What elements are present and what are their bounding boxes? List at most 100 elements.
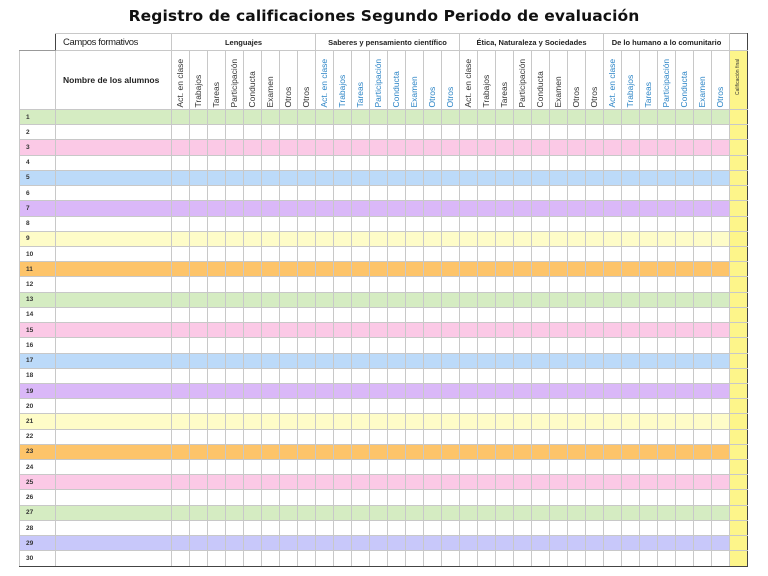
grade-cell[interactable] bbox=[279, 489, 298, 506]
grade-cell[interactable] bbox=[297, 382, 316, 400]
grade-cell[interactable] bbox=[693, 322, 712, 339]
grade-cell[interactable] bbox=[171, 291, 190, 308]
grade-cell[interactable] bbox=[477, 200, 496, 217]
grade-cell[interactable] bbox=[369, 185, 388, 202]
student-name-cell[interactable] bbox=[55, 200, 172, 217]
grade-cell[interactable] bbox=[657, 504, 676, 521]
grade-cell[interactable] bbox=[513, 550, 532, 567]
grade-cell[interactable] bbox=[567, 535, 586, 552]
grade-cell[interactable] bbox=[189, 428, 208, 445]
grade-cell[interactable] bbox=[387, 215, 406, 232]
grade-cell[interactable] bbox=[315, 398, 334, 415]
grade-cell[interactable] bbox=[333, 382, 352, 400]
grade-cell[interactable] bbox=[657, 291, 676, 308]
grade-cell[interactable] bbox=[675, 124, 694, 141]
grade-cell[interactable] bbox=[315, 261, 334, 278]
grade-cell[interactable] bbox=[387, 504, 406, 521]
grade-cell[interactable] bbox=[513, 535, 532, 552]
grade-cell[interactable] bbox=[369, 504, 388, 521]
grade-cell[interactable] bbox=[279, 428, 298, 445]
grade-cell[interactable] bbox=[243, 489, 262, 506]
grade-cell[interactable] bbox=[243, 443, 262, 461]
student-name-cell[interactable] bbox=[55, 291, 172, 308]
grade-cell[interactable] bbox=[315, 428, 334, 445]
grade-cell[interactable] bbox=[261, 474, 280, 491]
grade-cell[interactable] bbox=[207, 169, 226, 187]
grade-cell[interactable] bbox=[675, 504, 694, 521]
final-grade-cell[interactable] bbox=[729, 124, 748, 141]
grade-cell[interactable] bbox=[621, 459, 640, 476]
grade-cell[interactable] bbox=[207, 261, 226, 278]
grade-cell[interactable] bbox=[441, 337, 460, 354]
grade-cell[interactable] bbox=[423, 124, 442, 141]
grade-cell[interactable] bbox=[351, 519, 370, 537]
grade-cell[interactable] bbox=[459, 276, 478, 293]
grade-cell[interactable] bbox=[315, 230, 334, 247]
grade-cell[interactable] bbox=[693, 108, 712, 126]
grade-cell[interactable] bbox=[603, 459, 622, 476]
grade-cell[interactable] bbox=[189, 108, 208, 126]
grade-cell[interactable] bbox=[351, 245, 370, 263]
grade-cell[interactable] bbox=[243, 398, 262, 415]
grade-cell[interactable] bbox=[261, 413, 280, 430]
grade-cell[interactable] bbox=[441, 550, 460, 567]
grade-cell[interactable] bbox=[657, 519, 676, 537]
grade-cell[interactable] bbox=[567, 124, 586, 141]
grade-cell[interactable] bbox=[513, 245, 532, 263]
grade-cell[interactable] bbox=[405, 108, 424, 126]
grade-cell[interactable] bbox=[477, 322, 496, 339]
grade-cell[interactable] bbox=[549, 306, 568, 324]
grade-cell[interactable] bbox=[225, 291, 244, 308]
grade-cell[interactable] bbox=[495, 535, 514, 552]
grade-cell[interactable] bbox=[711, 352, 730, 369]
grade-cell[interactable] bbox=[621, 535, 640, 552]
grade-cell[interactable] bbox=[315, 367, 334, 384]
grade-cell[interactable] bbox=[387, 535, 406, 552]
grade-cell[interactable] bbox=[243, 519, 262, 537]
grade-cell[interactable] bbox=[585, 352, 604, 369]
grade-cell[interactable] bbox=[477, 139, 496, 156]
grade-cell[interactable] bbox=[351, 169, 370, 187]
grade-cell[interactable] bbox=[639, 291, 658, 308]
grade-cell[interactable] bbox=[351, 535, 370, 552]
grade-cell[interactable] bbox=[495, 261, 514, 278]
grade-cell[interactable] bbox=[315, 139, 334, 156]
grade-cell[interactable] bbox=[531, 139, 550, 156]
grade-cell[interactable] bbox=[405, 154, 424, 171]
grade-cell[interactable] bbox=[207, 215, 226, 232]
grade-cell[interactable] bbox=[279, 398, 298, 415]
grade-cell[interactable] bbox=[711, 504, 730, 521]
grade-cell[interactable] bbox=[171, 276, 190, 293]
grade-cell[interactable] bbox=[567, 428, 586, 445]
grade-cell[interactable] bbox=[189, 139, 208, 156]
grade-cell[interactable] bbox=[567, 245, 586, 263]
grade-cell[interactable] bbox=[585, 489, 604, 506]
grade-cell[interactable] bbox=[711, 276, 730, 293]
grade-cell[interactable] bbox=[459, 489, 478, 506]
grade-cell[interactable] bbox=[333, 261, 352, 278]
grade-cell[interactable] bbox=[171, 443, 190, 461]
grade-cell[interactable] bbox=[585, 169, 604, 187]
grade-cell[interactable] bbox=[657, 459, 676, 476]
grade-cell[interactable] bbox=[387, 443, 406, 461]
grade-cell[interactable] bbox=[369, 550, 388, 567]
grade-cell[interactable] bbox=[243, 459, 262, 476]
grade-cell[interactable] bbox=[225, 489, 244, 506]
grade-cell[interactable] bbox=[459, 261, 478, 278]
grade-cell[interactable] bbox=[261, 306, 280, 324]
grade-cell[interactable] bbox=[225, 504, 244, 521]
grade-cell[interactable] bbox=[711, 459, 730, 476]
grade-cell[interactable] bbox=[513, 428, 532, 445]
grade-cell[interactable] bbox=[621, 550, 640, 567]
grade-cell[interactable] bbox=[657, 139, 676, 156]
grade-cell[interactable] bbox=[297, 169, 316, 187]
grade-cell[interactable] bbox=[423, 291, 442, 308]
grade-cell[interactable] bbox=[603, 139, 622, 156]
grade-cell[interactable] bbox=[315, 459, 334, 476]
grade-cell[interactable] bbox=[513, 306, 532, 324]
grade-cell[interactable] bbox=[261, 108, 280, 126]
grade-cell[interactable] bbox=[369, 261, 388, 278]
grade-cell[interactable] bbox=[243, 337, 262, 354]
grade-cell[interactable] bbox=[387, 154, 406, 171]
grade-cell[interactable] bbox=[711, 306, 730, 324]
